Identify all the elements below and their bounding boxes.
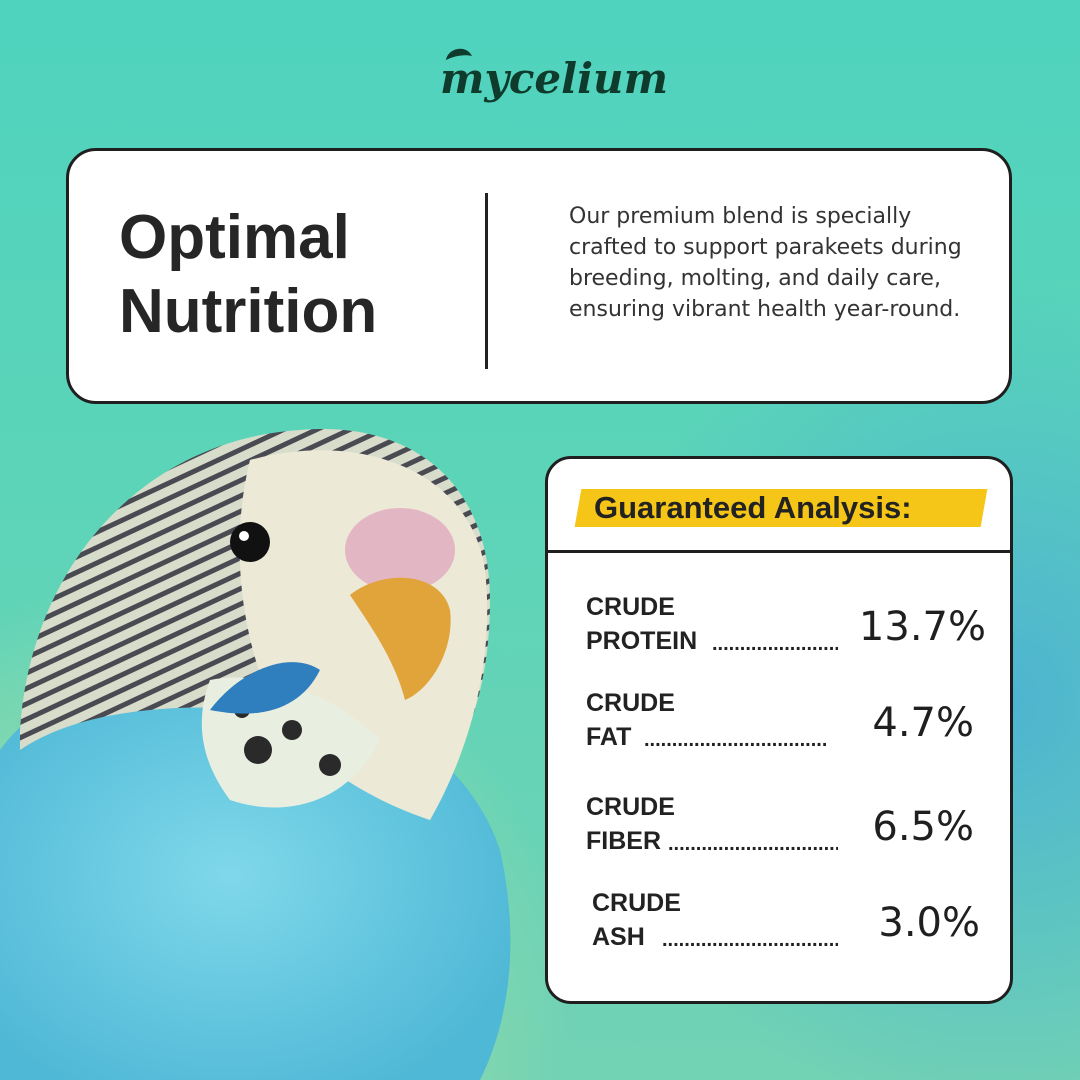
intro-headline: Optimal Nutrition bbox=[119, 201, 439, 349]
row-value: 6.5% bbox=[872, 804, 974, 850]
leader-dots: .................................... bbox=[712, 633, 838, 655]
brand-name: mycelium bbox=[440, 54, 669, 103]
leader-dots: ........................................… bbox=[644, 729, 826, 751]
row-value: 13.7% bbox=[858, 604, 986, 650]
row-label-line-1: CRUDE bbox=[586, 593, 675, 621]
headline-line-1: Optimal bbox=[119, 203, 350, 272]
brand-logo: mycelium bbox=[440, 44, 669, 116]
analysis-row-fiber: CRUDE FIBER ............................… bbox=[586, 791, 986, 871]
leader-dots: ........................................… bbox=[662, 929, 838, 951]
row-value: 3.0% bbox=[878, 900, 980, 946]
row-label-line-1: CRUDE bbox=[586, 689, 675, 717]
guaranteed-analysis-card: Guaranteed Analysis: CRUDE PROTEIN .....… bbox=[545, 456, 1013, 1004]
row-label-line-1: CRUDE bbox=[586, 793, 675, 821]
intro-divider bbox=[485, 193, 488, 369]
row-label-line-2: FIBER bbox=[586, 827, 661, 855]
mushroom-cap-icon bbox=[446, 48, 472, 60]
analysis-row-fat: CRUDE FAT ..............................… bbox=[586, 687, 986, 767]
row-value: 4.7% bbox=[872, 700, 974, 746]
row-label-line-1: CRUDE bbox=[592, 889, 681, 917]
headline-line-2: Nutrition bbox=[119, 277, 378, 346]
row-label-line-2: FAT bbox=[586, 723, 632, 751]
analysis-title: Guaranteed Analysis: bbox=[594, 490, 912, 525]
row-label-line-2: ASH bbox=[592, 923, 645, 951]
row-label-line-2: PROTEIN bbox=[586, 627, 698, 655]
leader-dots: ........................................… bbox=[668, 833, 838, 855]
analysis-header: Guaranteed Analysis: bbox=[548, 459, 1010, 553]
intro-card: Optimal Nutrition Our premium blend is s… bbox=[66, 148, 1012, 404]
analysis-row-protein: CRUDE PROTEIN ..........................… bbox=[586, 591, 986, 671]
parakeet-image bbox=[0, 429, 511, 1080]
analysis-row-ash: CRUDE ASH ..............................… bbox=[592, 887, 986, 967]
intro-description: Our premium blend is specially crafted t… bbox=[569, 204, 962, 322]
